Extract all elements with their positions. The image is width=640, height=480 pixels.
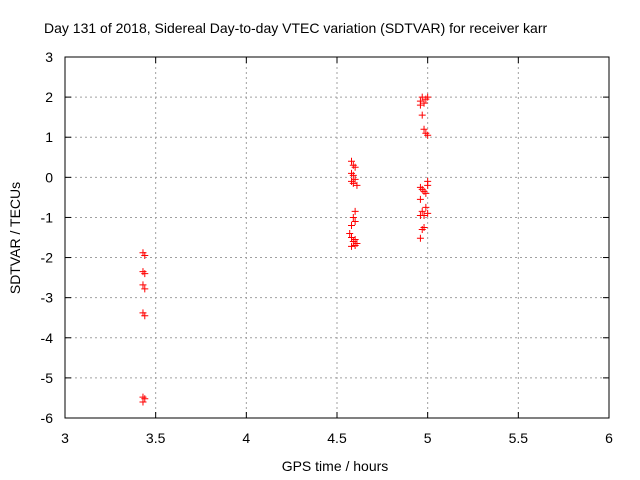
- data-point-marker: [351, 163, 359, 171]
- data-point-marker: [351, 207, 359, 215]
- y-tick-label: -5: [41, 370, 54, 386]
- data-point-marker: [141, 270, 149, 278]
- data-point-marker: [424, 177, 432, 185]
- y-tick-label: 2: [45, 89, 53, 105]
- data-point-marker: [141, 252, 149, 260]
- data-point-marker: [416, 234, 424, 242]
- data-point-marker: [353, 181, 361, 189]
- data-point-marker: [351, 217, 359, 225]
- x-tick-label: 4.5: [327, 430, 347, 446]
- axis-ticks: [64, 56, 610, 419]
- y-tick-label: 3: [45, 49, 53, 65]
- data-point-marker: [141, 312, 149, 320]
- x-tick-label: 4: [242, 430, 250, 446]
- x-tick-label: 3.5: [146, 430, 166, 446]
- x-tick-label: 5: [424, 430, 432, 446]
- data-point-marker: [416, 211, 424, 219]
- x-axis-title: GPS time / hours: [282, 458, 389, 474]
- y-tick-label: -6: [41, 410, 54, 426]
- y-tick-label: -1: [41, 209, 54, 225]
- data-point-marker: [420, 125, 428, 133]
- data-point-marker: [351, 242, 359, 250]
- data-point-marker: [424, 209, 432, 217]
- data-markers: [139, 93, 432, 406]
- data-point-marker: [418, 207, 426, 215]
- data-point-marker: [351, 175, 359, 183]
- grid-lines: [65, 57, 609, 418]
- data-point-marker: [418, 111, 426, 119]
- data-point-marker: [349, 171, 357, 179]
- y-tick-label: -4: [41, 330, 54, 346]
- data-point-marker: [416, 195, 424, 203]
- tick-labels: 3 3.5 4 4.5 5 5.5 6 -6 -5 -4 -3 -2 -1 0 1 2 3: [41, 49, 614, 446]
- data-point-marker: [422, 189, 430, 197]
- data-point-marker: [349, 238, 357, 246]
- x-tick-label: 3: [61, 430, 69, 446]
- data-point-marker: [418, 225, 426, 233]
- data-point-marker: [420, 99, 428, 107]
- data-point-marker: [422, 203, 430, 211]
- data-point-marker: [424, 131, 432, 139]
- data-point-marker: [348, 234, 356, 241]
- chart-title: Day 131 of 2018, Sidereal Day-to-day VTE…: [44, 20, 547, 36]
- y-tick-label: -2: [41, 250, 54, 266]
- x-tick-label: 6: [605, 430, 613, 446]
- data-point-marker: [348, 221, 356, 229]
- data-point-marker: [141, 285, 149, 293]
- data-point-marker: [141, 395, 149, 403]
- data-point-marker: [424, 93, 432, 101]
- data-point-marker: [139, 398, 147, 406]
- y-tick-label: 0: [45, 169, 53, 185]
- data-point-marker: [348, 157, 356, 165]
- y-axis-title: SDTVAR / TECUs: [7, 182, 23, 294]
- data-point-marker: [349, 213, 357, 221]
- y-tick-label: -3: [41, 290, 54, 306]
- data-point-marker: [346, 229, 354, 237]
- data-point-marker: [348, 242, 356, 250]
- data-point-marker: [139, 281, 147, 289]
- data-point-marker: [416, 101, 424, 109]
- data-point-marker: [349, 179, 357, 187]
- x-tick-label: 5.5: [509, 430, 529, 446]
- y-tick-label: 1: [45, 129, 53, 145]
